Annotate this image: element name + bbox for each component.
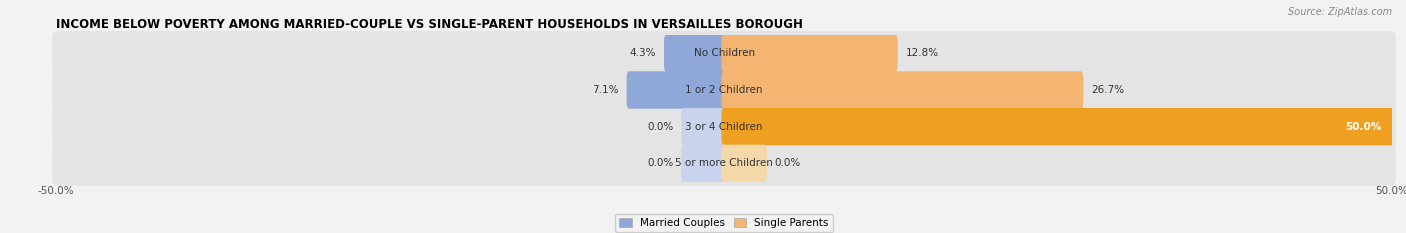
FancyBboxPatch shape	[682, 108, 727, 145]
Text: 0.0%: 0.0%	[647, 158, 673, 168]
FancyBboxPatch shape	[627, 71, 727, 109]
FancyBboxPatch shape	[52, 141, 1396, 186]
Text: 5 or more Children: 5 or more Children	[675, 158, 773, 168]
FancyBboxPatch shape	[52, 68, 1396, 112]
FancyBboxPatch shape	[721, 145, 766, 182]
Text: 0.0%: 0.0%	[647, 122, 673, 132]
Text: 50.0%: 50.0%	[1346, 122, 1381, 132]
Text: 1 or 2 Children: 1 or 2 Children	[685, 85, 763, 95]
Text: Source: ZipAtlas.com: Source: ZipAtlas.com	[1288, 7, 1392, 17]
FancyBboxPatch shape	[52, 31, 1396, 76]
FancyBboxPatch shape	[721, 34, 898, 72]
FancyBboxPatch shape	[721, 71, 1084, 109]
FancyBboxPatch shape	[682, 145, 727, 182]
Text: INCOME BELOW POVERTY AMONG MARRIED-COUPLE VS SINGLE-PARENT HOUSEHOLDS IN VERSAIL: INCOME BELOW POVERTY AMONG MARRIED-COUPL…	[56, 18, 803, 31]
Legend: Married Couples, Single Parents: Married Couples, Single Parents	[616, 214, 832, 232]
Text: 0.0%: 0.0%	[775, 158, 801, 168]
Text: 4.3%: 4.3%	[630, 48, 657, 58]
FancyBboxPatch shape	[664, 34, 727, 72]
Text: 3 or 4 Children: 3 or 4 Children	[685, 122, 763, 132]
FancyBboxPatch shape	[52, 104, 1396, 149]
Text: 12.8%: 12.8%	[905, 48, 939, 58]
Text: 26.7%: 26.7%	[1091, 85, 1125, 95]
Text: No Children: No Children	[693, 48, 755, 58]
FancyBboxPatch shape	[721, 108, 1395, 145]
Text: 7.1%: 7.1%	[592, 85, 619, 95]
